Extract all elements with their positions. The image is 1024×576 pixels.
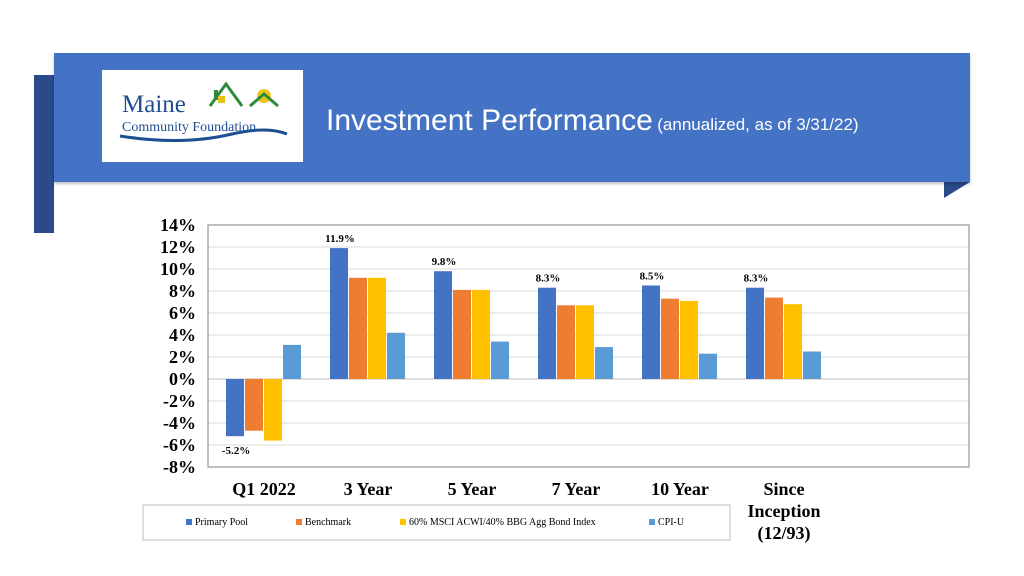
bar xyxy=(283,344,301,379)
data-label: 9.8% xyxy=(432,256,457,268)
bar xyxy=(699,353,717,379)
bar xyxy=(642,285,660,379)
x-tick-label: (12/93) xyxy=(758,523,811,544)
bar xyxy=(264,379,282,441)
house-chimney-icon xyxy=(214,90,218,100)
y-tick-label: -8% xyxy=(163,457,196,477)
legend-swatch xyxy=(296,519,302,525)
legend xyxy=(142,504,731,541)
legend-swatch xyxy=(400,519,406,525)
chart-bars xyxy=(226,248,821,441)
data-label: 8.3% xyxy=(536,273,561,285)
data-labels: -5.2% 11.9% 9.8% 8.3% 8.5% 8.3% xyxy=(222,233,769,457)
bar xyxy=(330,248,348,379)
bar xyxy=(661,298,679,379)
y-tick-label: 0% xyxy=(169,369,196,389)
y-tick-label: 14% xyxy=(160,215,196,235)
y-tick-label: -4% xyxy=(163,413,196,433)
y-tick-label: 2% xyxy=(169,347,196,367)
logo-name: Maine xyxy=(122,91,186,118)
legend-label: 60% MSCI ACWI/40% BBG Agg Bond Index xyxy=(409,517,596,528)
y-tick-label: 12% xyxy=(160,237,196,257)
bar xyxy=(784,304,802,379)
sun-icon xyxy=(257,89,271,103)
bar xyxy=(245,379,263,431)
bar xyxy=(576,305,594,379)
y-tick-label: -6% xyxy=(163,435,196,455)
bar xyxy=(387,332,405,379)
bar xyxy=(226,379,244,437)
x-tick-label: Inception xyxy=(747,501,820,521)
bar xyxy=(453,289,471,379)
y-tick-label: 4% xyxy=(169,325,196,345)
bar xyxy=(538,287,556,379)
legend-label: CPI-U xyxy=(658,517,685,528)
x-tick-label: 5 Year xyxy=(448,479,497,499)
data-label: 8.3% xyxy=(744,273,769,285)
x-tick-label: 10 Year xyxy=(651,479,709,499)
legend-label: Primary Pool xyxy=(195,517,248,528)
roof-right-icon xyxy=(249,92,279,108)
data-label: -5.2% xyxy=(222,445,250,457)
bar xyxy=(765,297,783,379)
logo-wave-icon xyxy=(119,128,288,143)
x-tick-label: Since xyxy=(763,479,804,499)
title-subtitle: (annualized, as of 3/31/22) xyxy=(657,115,859,134)
legend-label: Benchmark xyxy=(305,517,351,528)
x-axis-labels: Q1 2022 3 Year 5 Year 7 Year 10 Year SinceInc… xyxy=(232,479,820,544)
x-tick-label: 3 Year xyxy=(344,479,393,499)
legend-swatch xyxy=(186,519,192,525)
data-label: 11.9% xyxy=(325,233,355,245)
bar xyxy=(746,287,764,379)
house-window-icon xyxy=(218,96,225,103)
bar xyxy=(491,341,509,379)
x-tick-label: Q1 2022 xyxy=(232,479,296,499)
bar xyxy=(472,289,490,379)
y-tick-label: 6% xyxy=(169,303,196,323)
x-tick-label: 7 Year xyxy=(552,479,601,499)
logo-graphic: Maine Community Foundation xyxy=(119,81,288,143)
bar xyxy=(803,351,821,379)
bar xyxy=(557,305,575,379)
data-label: 8.5% xyxy=(640,271,665,283)
plot-area xyxy=(207,224,970,468)
logo: Maine Community Foundation xyxy=(102,70,303,162)
bar xyxy=(680,300,698,379)
bar xyxy=(349,277,367,379)
y-tick-label: 8% xyxy=(169,281,196,301)
legend-swatch xyxy=(649,519,655,525)
banner-fold-right xyxy=(944,182,970,198)
y-tick-label: -2% xyxy=(163,391,196,411)
page-title: Investment Performance (annualized, as o… xyxy=(326,104,859,138)
bar xyxy=(434,271,452,379)
bar xyxy=(368,277,386,379)
title-main: Investment Performance xyxy=(326,104,653,137)
legend-items: Primary Pool Benchmark 60% MSCI ACWI/40% B… xyxy=(186,517,685,528)
banner-side-fold-left-tip xyxy=(34,182,54,233)
y-tick-label: 10% xyxy=(160,259,196,279)
bar xyxy=(595,347,613,379)
logo-subname: Community Foundation xyxy=(122,120,256,135)
y-axis-ticks: 14%12%10%8%6%4%2%0%-2%-4%-6%-8% xyxy=(160,215,196,477)
